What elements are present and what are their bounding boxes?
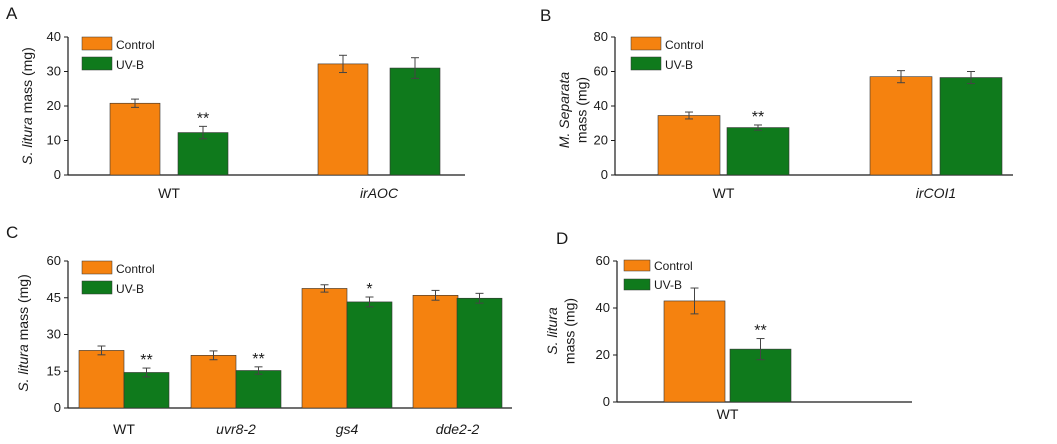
panel-letter: A [6,4,18,23]
significance-marker: ** [197,110,209,127]
significance-marker: * [366,281,372,298]
y-tick-label: 0 [601,167,608,182]
category-label: WT [717,406,739,422]
legend-label: Control [116,262,155,276]
bar-control-WT [663,300,726,403]
bar-uvb-irAOC [389,67,441,176]
chart-panel-D: D 0 20 40 60 S. litura mass (mg) WT ** Control UV-… [544,229,912,422]
bar-uvb-gs4 [346,301,393,409]
category-label: dde2-2 [436,421,480,437]
y-axis-label: M. Separata mass (mg) [556,72,590,148]
bar-uvb-WT [726,127,790,176]
y-axis-label: S. litura mass (mg) [15,274,31,391]
category-label: WT [713,185,735,201]
category-label: gs4 [336,421,359,437]
category-label: WT [113,421,135,437]
y-axis-label-species: S. litura [15,344,31,392]
legend-swatch [81,260,113,275]
legend-swatch [81,56,113,71]
chart-panel-B: B 0 20 40 60 80 M. Separata mass (mg) WT irCOI1 **… [540,6,1013,201]
panel-letter: C [6,223,18,242]
y-tick-label: 20 [47,98,61,113]
y-axis-label-species: M. Separata [556,72,572,148]
bar-control-uvr8-2 [190,355,237,409]
legend-swatch [630,36,662,51]
y-axis-label-species: S. litura [19,117,35,165]
y-tick-label: 60 [594,64,608,79]
bar-control-dde2-2 [412,294,459,409]
y-tick-label: 0 [603,394,610,409]
legend-label: UV-B [116,282,144,296]
category-label: uvr8-2 [216,421,256,437]
panel-letter: B [540,6,551,25]
y-tick-label: 30 [47,64,61,79]
bar-uvb-WT [123,372,170,409]
chart-panel-A: A 0 10 20 30 40 S. litura mass (mg) WT irAOC ** Co… [6,4,465,201]
legend-swatch [623,278,651,291]
legend-swatch [623,259,651,272]
y-tick-label: 80 [594,29,608,44]
legend-label: Control [665,38,704,52]
bar-control-WT [109,102,161,176]
y-axis-label: S. litura mass (mg) [19,47,35,164]
y-axis-label-unit: mass (mg) [15,274,31,344]
legend-label: Control [116,38,155,52]
bar-uvb-dde2-2 [456,297,503,409]
y-tick-label: 60 [47,253,61,268]
y-tick-label: 40 [596,300,610,315]
y-axis-label-unit: mass (mg) [574,77,590,143]
legend-label: UV-B [654,278,682,292]
chart-panel-C: C 0 15 30 45 60 S. litura mass (mg) WT uvr8-2 gs4… [6,223,512,437]
bar-control-irCOI1 [869,76,933,176]
y-axis-label-unit: mass (mg) [562,298,578,364]
y-axis-label-species: S. litura [544,307,560,355]
y-axis-label-unit: mass (mg) [19,47,35,117]
y-tick-label: 0 [54,400,61,415]
bar-uvb-uvr8-2 [235,370,282,409]
y-tick-label: 40 [47,29,61,44]
y-axis-label: S. litura mass (mg) [544,298,578,364]
significance-marker: ** [752,109,764,126]
bar-uvb-irCOI1 [939,77,1003,176]
y-tick-label: 45 [47,290,61,305]
bar-control-WT [78,350,125,409]
panel-letter: D [556,229,568,248]
y-tick-label: 20 [594,133,608,148]
category-label: irAOC [360,185,399,201]
legend-swatch [630,56,662,71]
legend-swatch [81,280,113,295]
bar-control-gs4 [301,288,348,409]
y-tick-label: 15 [47,363,61,378]
y-tick-label: 30 [47,327,61,342]
y-tick-label: 40 [594,98,608,113]
category-label: WT [158,185,180,201]
legend-label: UV-B [665,58,693,72]
significance-marker: ** [252,351,264,368]
y-tick-label: 60 [596,253,610,268]
legend-label: UV-B [116,58,144,72]
bar-control-irAOC [317,63,369,176]
y-tick-label: 20 [596,347,610,362]
legend-label: Control [654,259,693,273]
y-tick-label: 0 [54,167,61,182]
legend-swatch [81,36,113,51]
category-label: irCOI1 [916,185,956,201]
significance-marker: ** [754,323,766,340]
y-tick-label: 10 [47,133,61,148]
significance-marker: ** [140,352,152,369]
bar-control-WT [657,115,721,176]
